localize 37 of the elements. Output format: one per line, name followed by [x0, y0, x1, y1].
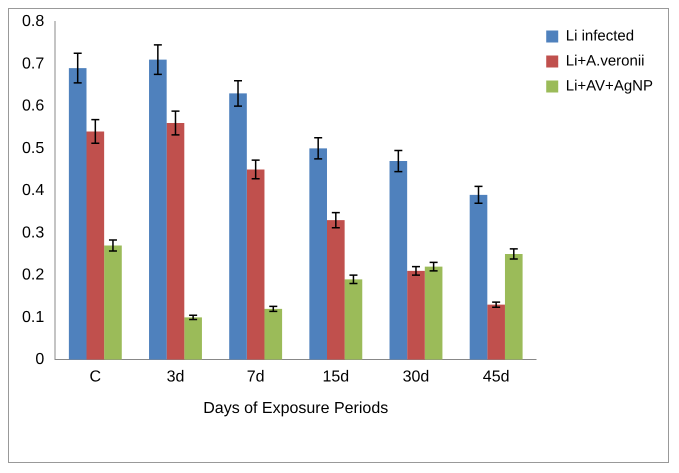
bar: [184, 317, 202, 360]
bar: [246, 169, 264, 360]
bar: [327, 220, 345, 360]
y-tick-label: 0.5: [22, 140, 44, 157]
bar: [390, 161, 408, 360]
x-tick-label: 30d: [402, 368, 430, 386]
bar: [309, 148, 327, 360]
x-tick-label: 15d: [322, 368, 350, 386]
bar: [344, 279, 362, 360]
x-tick-label: C: [90, 368, 102, 386]
x-tick-label: 3d: [166, 368, 184, 386]
y-tick-label: 0.3: [22, 224, 44, 242]
y-tick-label: 0.2: [22, 266, 44, 284]
bar: [424, 266, 442, 360]
bar: [229, 93, 247, 360]
bar: [504, 254, 523, 360]
x-axis-title: Days of Exposure Periods: [203, 400, 388, 417]
x-tick-label: 45d: [482, 368, 510, 386]
bar: [86, 131, 104, 360]
bar: [407, 270, 425, 360]
bar: [68, 68, 87, 360]
bar: [104, 246, 122, 360]
bar: [149, 60, 167, 360]
bar: [264, 308, 282, 360]
x-tick-label: 7d: [246, 368, 265, 386]
bar: [166, 123, 184, 360]
bar: [470, 194, 488, 360]
legend-label: Li infected: [566, 28, 634, 45]
y-tick-label: 0.1: [22, 308, 44, 326]
y-tick-label: 0: [35, 351, 44, 368]
y-tick-label: 0.7: [22, 55, 44, 72]
y-tick-label: 0.6: [22, 98, 44, 115]
y-tick-label: 0.4: [22, 182, 44, 200]
legend-label: Li+AV+AgNP: [566, 78, 654, 95]
y-tick-label: 0.8: [22, 13, 44, 30]
legend-label: Li+A.veronii: [566, 52, 645, 70]
bar: [487, 304, 505, 360]
